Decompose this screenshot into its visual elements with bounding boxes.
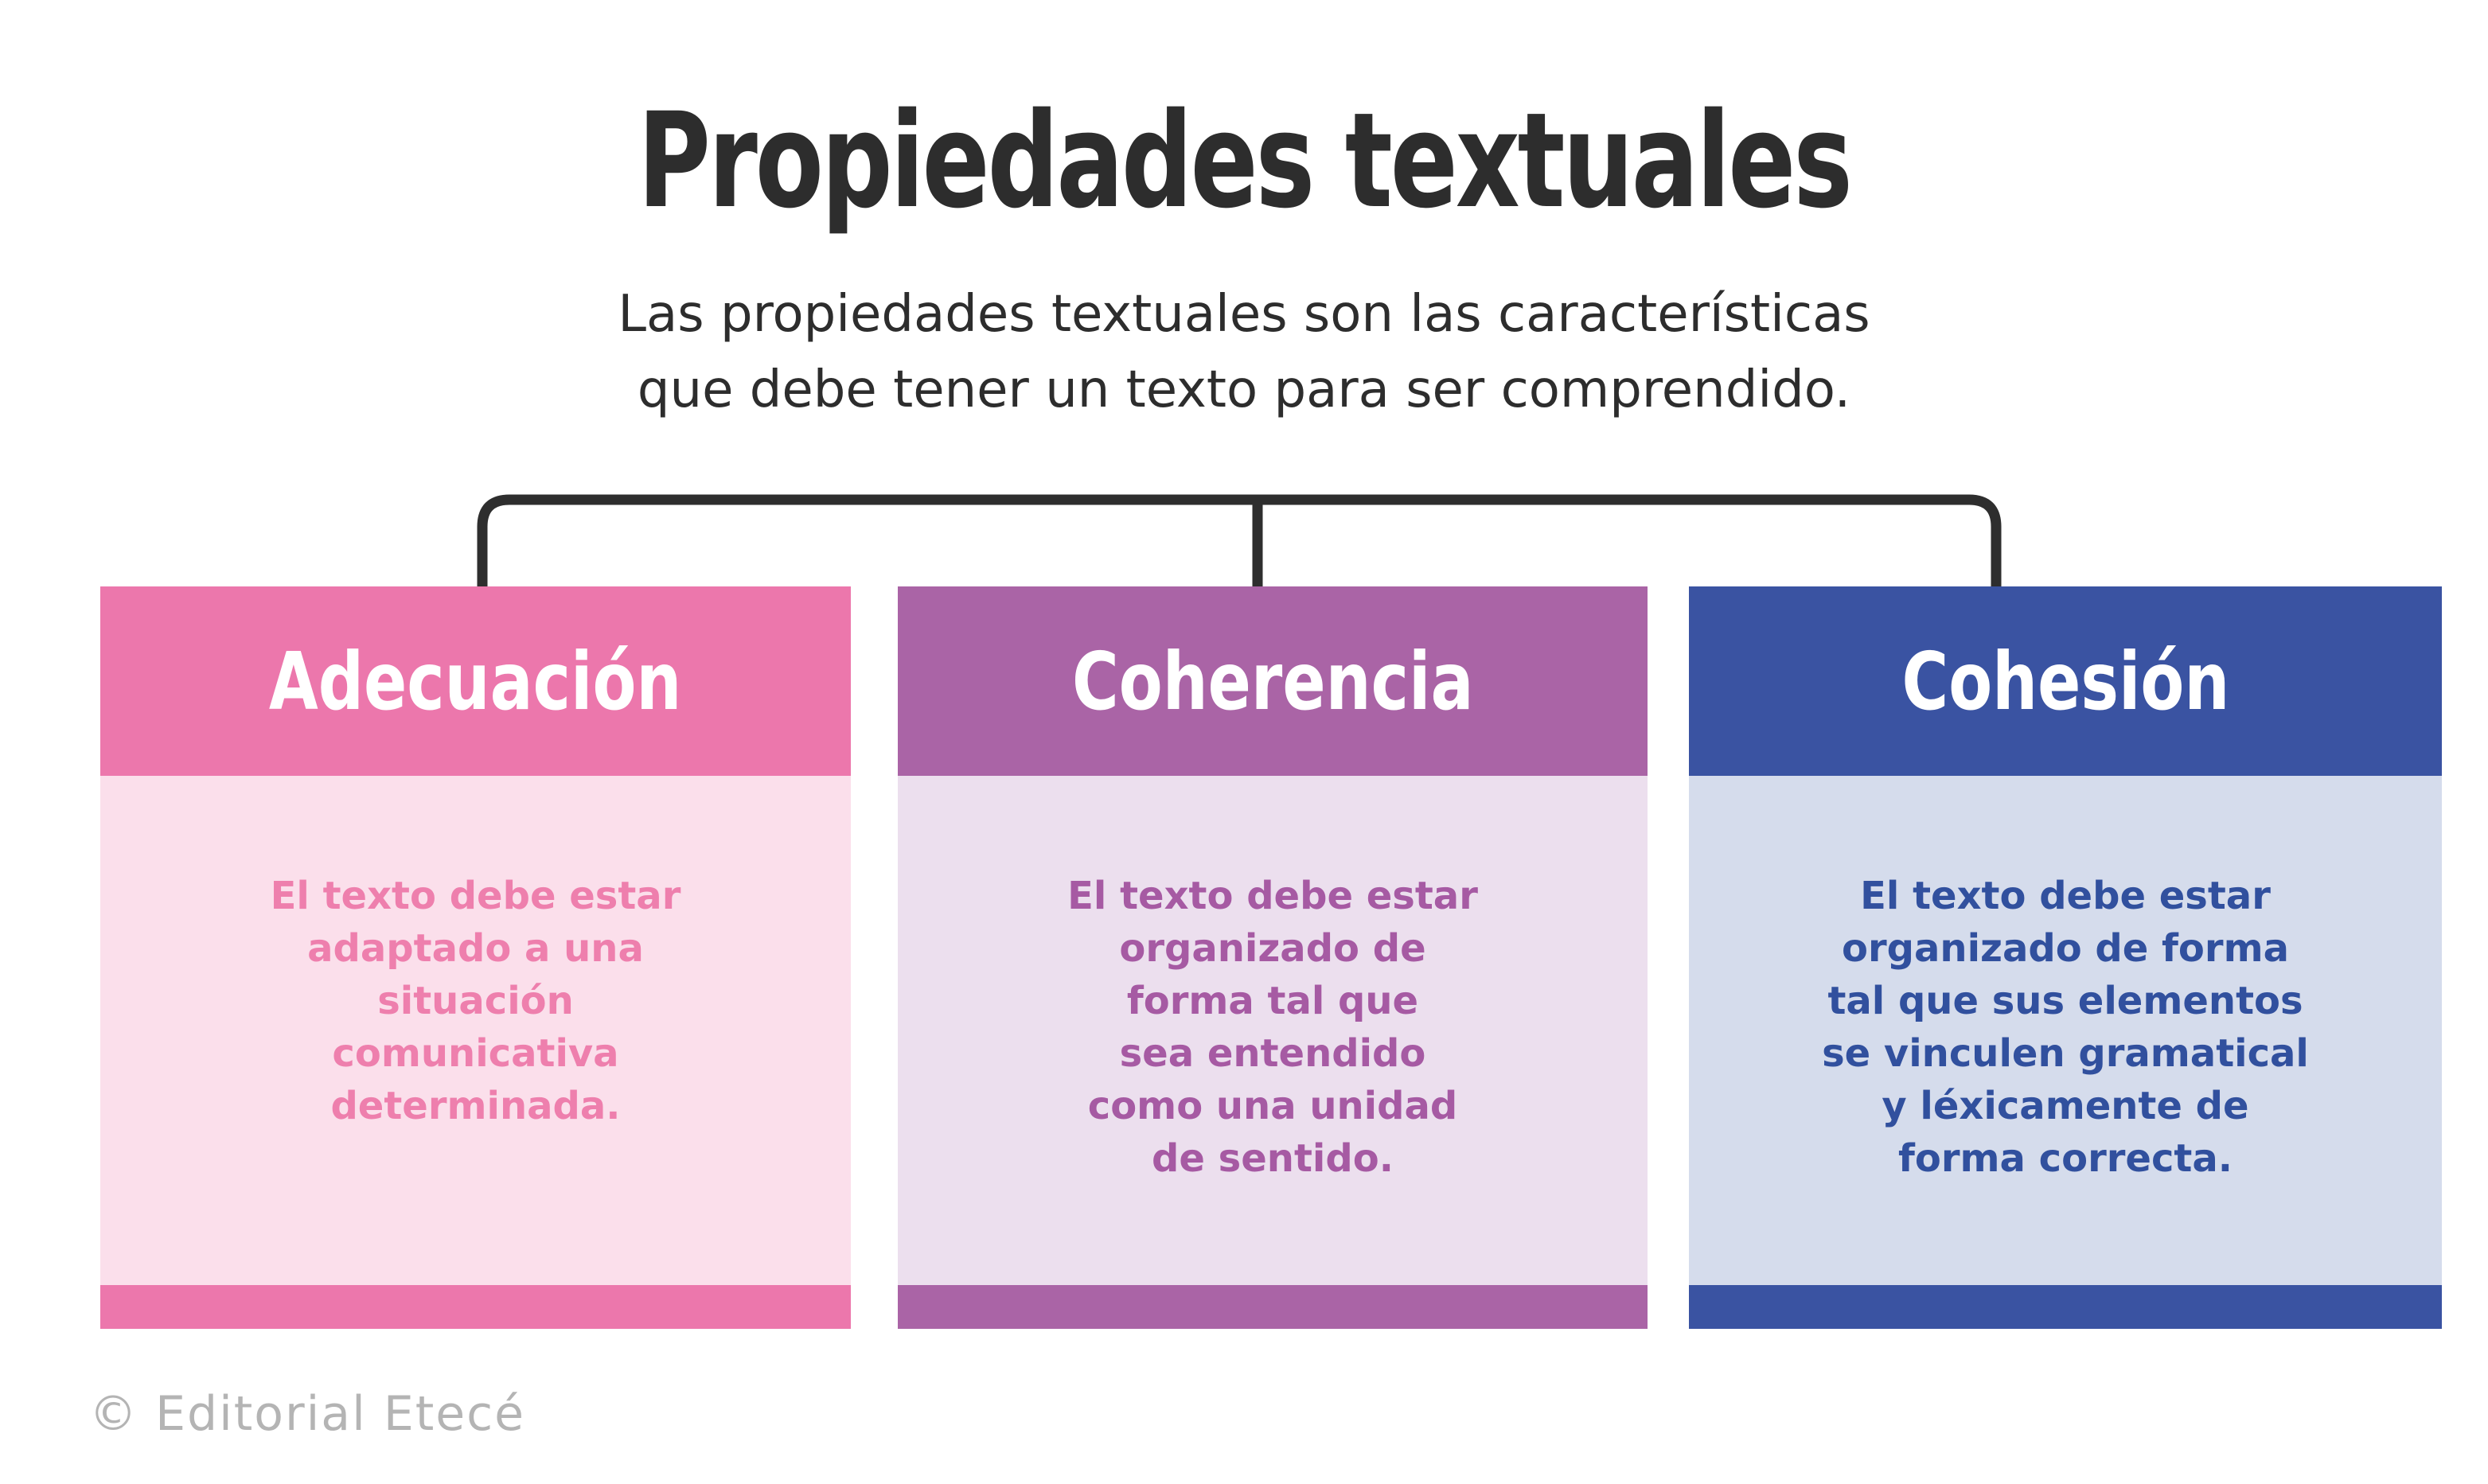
card-adecuacion-body: El texto debe estar adaptado a una situa…	[100, 776, 851, 1285]
card-coherencia-title: Coherencia	[1071, 634, 1474, 728]
card-cohesion-body: El texto debe estar organizado de forma …	[1689, 776, 2442, 1285]
page-title: Propiedades textuales	[638, 84, 1853, 237]
page-subtitle: Las propiedades textuales son las caract…	[618, 285, 1870, 419]
card-cohesion-title: Cohesión	[1901, 634, 2229, 728]
card-cohesion: Cohesión El texto debe estar organizado …	[1689, 586, 2442, 1329]
card-adecuacion-title: Adecuación	[269, 634, 682, 728]
card-coherencia-description: El texto debe estar organizado de forma …	[1067, 874, 1478, 1181]
copyright-notice: © Editorial Etecé	[89, 1386, 526, 1442]
card-adecuacion-header: Adecuación	[100, 586, 851, 776]
card-cohesion-bottom-strip	[1689, 1285, 2442, 1329]
card-coherencia: Coherencia El texto debe estar organizad…	[898, 586, 1648, 1329]
card-cohesion-description: El texto debe estar organizado de forma …	[1822, 874, 2309, 1181]
connector-bracket-path	[477, 494, 2002, 590]
card-adecuacion-description: El texto debe estar adaptado a una situa…	[270, 874, 681, 1128]
card-cohesion-header: Cohesión	[1689, 586, 2442, 776]
card-coherencia-header: Coherencia	[898, 586, 1648, 776]
card-coherencia-body: El texto debe estar organizado de forma …	[898, 776, 1648, 1285]
card-coherencia-bottom-strip	[898, 1285, 1648, 1329]
card-adecuacion: Adecuación El texto debe estar adaptado …	[100, 586, 851, 1329]
card-adecuacion-bottom-strip	[100, 1285, 851, 1329]
